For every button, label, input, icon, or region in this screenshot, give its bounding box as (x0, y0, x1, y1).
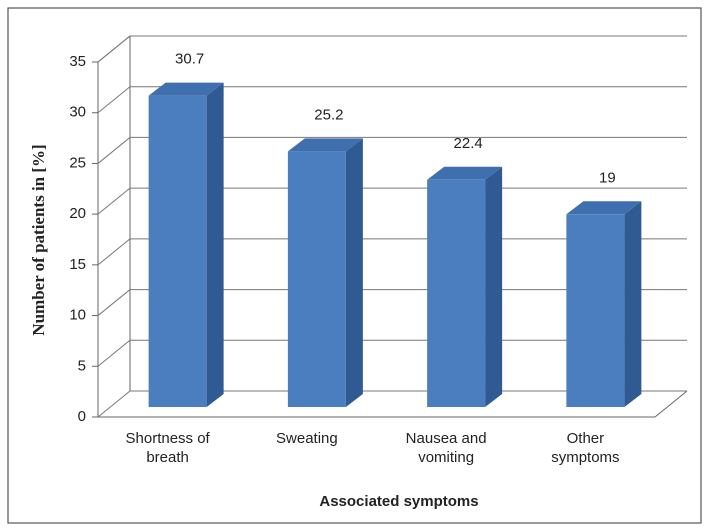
x-tick-label: Other symptoms (551, 430, 620, 466)
data-label: 30.7 (175, 51, 204, 68)
x-axis-label: Associated symptoms (319, 493, 478, 510)
y-tick-label: 35 (69, 53, 86, 70)
data-label: 22.4 (454, 135, 483, 152)
grid-line (97, 137, 131, 164)
grid-line (97, 238, 131, 266)
bar (148, 95, 207, 407)
grid-line (97, 187, 131, 215)
y-tick-label: 10 (69, 307, 86, 324)
y-tick-label: 25 (69, 154, 86, 171)
bar (566, 214, 625, 407)
x-tick-label: Shortness of breath (125, 430, 210, 466)
data-label: 25.2 (314, 106, 343, 123)
bar-top (148, 82, 224, 96)
bar-top (566, 201, 642, 215)
data-label: 19 (599, 169, 616, 186)
bar-side (345, 138, 363, 407)
grid-line (97, 35, 131, 63)
y-tick-label: 0 (78, 408, 86, 425)
bar-side (624, 201, 642, 407)
bar-top (287, 138, 363, 152)
x-tick-label: Sweating (276, 430, 338, 447)
y-tick-label: 30 (69, 104, 86, 121)
bar-top (427, 166, 503, 180)
x-tick-label: Nausea and vomiting (405, 430, 487, 466)
grid-line (97, 86, 131, 114)
bar (287, 151, 346, 407)
y-tick-label: 15 (69, 256, 86, 273)
bar-side (485, 166, 503, 407)
bar (427, 179, 486, 407)
y-tick-label: 5 (78, 357, 86, 374)
grid-line (97, 390, 131, 418)
grid-line (97, 289, 131, 316)
y-axis-label: Number of patients in [%] (29, 144, 48, 335)
bar-side (206, 82, 224, 407)
grid-line (97, 339, 131, 367)
y-tick-label: 20 (69, 205, 86, 222)
floor-right (654, 390, 688, 418)
chart-border (7, 7, 702, 524)
